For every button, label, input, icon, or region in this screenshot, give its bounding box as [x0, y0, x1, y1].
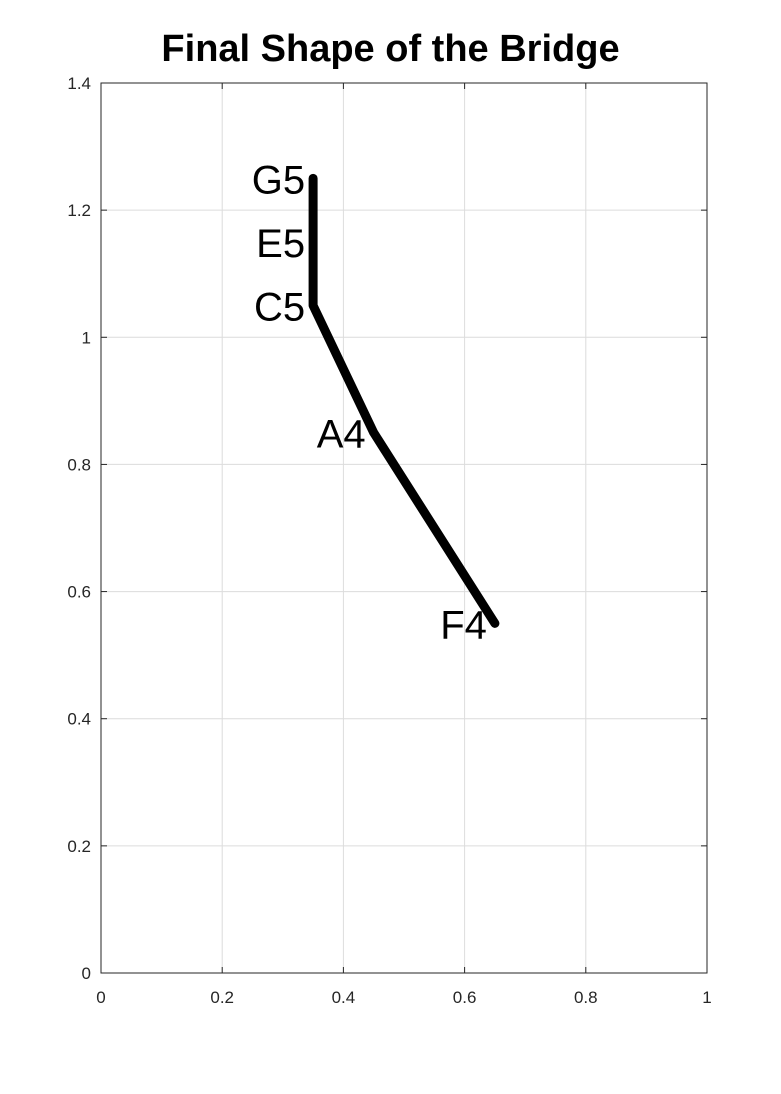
- x-tick-labels: 0 0.2 0.4 0.6 0.8 1: [96, 988, 711, 1007]
- grid-lines: [100, 82, 708, 974]
- x-tick-label: 1: [702, 988, 711, 1007]
- y-tick-label: 0.4: [67, 710, 91, 729]
- series: [308, 173, 500, 628]
- y-tick-label: 1.4: [67, 74, 91, 93]
- y-tick-label: 0.8: [67, 455, 91, 474]
- x-tick-label: 0.2: [210, 988, 234, 1007]
- point-label: C5: [254, 286, 305, 330]
- y-tick-labels: 0 0.2 0.4 0.6 0.8 1 1.2 1.4: [67, 74, 91, 983]
- y-tick-label: 0.6: [67, 583, 91, 602]
- x-tick-label: 0.4: [332, 988, 356, 1007]
- y-tick-label: 1.2: [67, 201, 91, 220]
- point-label: G5: [252, 158, 305, 202]
- x-tick-label: 0.6: [453, 988, 477, 1007]
- plot-area: [101, 83, 707, 973]
- point-label: E5: [256, 222, 305, 266]
- point-label: A4: [317, 413, 366, 457]
- point-label: F4: [440, 603, 487, 647]
- point-labels: F4 A4 C5 E5 G5: [252, 158, 487, 647]
- x-tick-label: 0: [96, 988, 105, 1007]
- x-tick-label: 0.8: [574, 988, 598, 1007]
- y-tick-label: 0.2: [67, 837, 91, 856]
- y-tick-label: 0: [82, 964, 91, 983]
- y-tick-label: 1: [82, 328, 91, 347]
- plot-frame: [100, 82, 708, 974]
- chart-title: Final Shape of the Bridge: [161, 28, 620, 70]
- series-line: [308, 173, 500, 628]
